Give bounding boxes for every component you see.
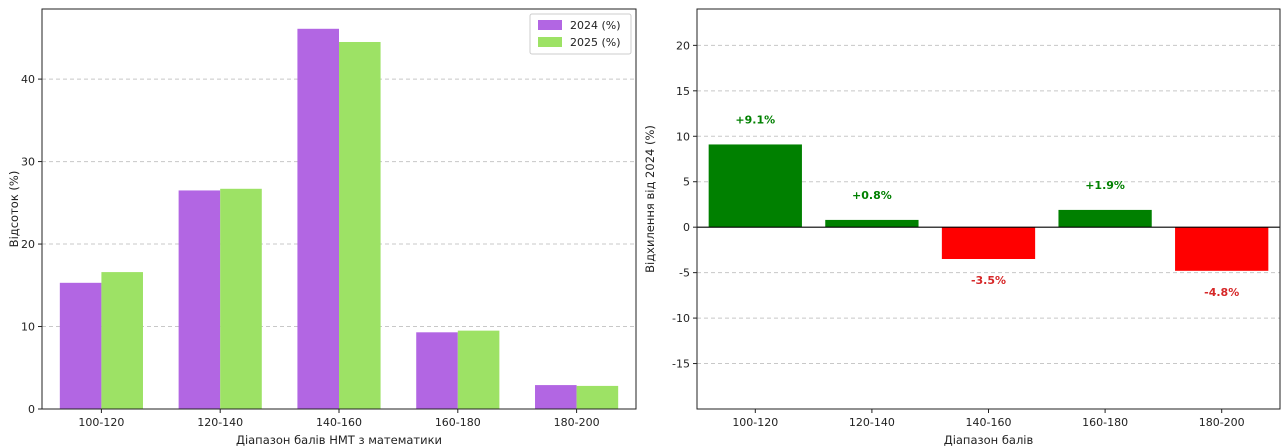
chart-right-deviation: -15 -10 -5 0 5 10 15 20 +9.1% +0.8% -3.5% +1.9% -4.8… [643,8,1281,447]
x-tick-label: 160-180 [435,416,481,429]
y-tick-label: 15 [676,85,690,98]
y-tick-label: 40 [21,73,35,86]
x-tick-label: 100-120 [78,416,124,429]
y-tick-label: 30 [21,156,35,169]
deviation-bar-140-160 [941,227,1036,259]
plot-frame [696,8,1281,410]
x-tick-label: 180-200 [554,416,600,429]
data-label-140-160: -3.5% [971,274,1006,287]
legend-entry-1: 2025 (%) [570,36,621,49]
x-tick-label: 120-140 [197,416,243,429]
x-tick-label: 120-140 [849,416,895,429]
bar-2024-180-200 [535,385,577,409]
y-tick-label: 20 [676,39,690,52]
deviation-bar-180-200 [1175,227,1269,271]
y-tick-label: 20 [21,238,35,251]
bar-2024-100-120 [59,282,102,409]
bar-2025-120-140 [220,188,262,409]
x-axis-label: Діапазон балів НМТ з математики [236,433,442,447]
data-label-180-200: -4.8% [1204,286,1239,299]
y-axis-label: Відсоток (%) [7,171,21,248]
legend-entry-0: 2024 (%) [570,19,621,32]
data-label-120-140: +0.8% [852,189,892,202]
deviation-bar-120-140 [825,219,919,228]
bar-2025-100-120 [101,272,143,409]
legend-swatch-1 [538,37,562,47]
y-tick-label: 10 [676,130,690,143]
y-tick-label: -10 [672,312,690,325]
y-tick-label: 0 [683,221,690,234]
bar-2025-160-180 [457,330,500,409]
x-axis-label: Діапазон балів [944,433,1034,447]
x-tick-label: 140-160 [966,416,1012,429]
deviation-bar-160-180 [1058,209,1152,228]
bar-2024-120-140 [178,190,221,409]
legend-swatch-0 [538,20,562,30]
bar-2024-140-160 [297,28,339,409]
y-tick-label: -5 [679,267,690,280]
y-tick-label: -15 [672,358,690,371]
x-tick-label: 140-160 [316,416,362,429]
bar-2024-160-180 [416,332,458,409]
y-tick-label: 5 [683,176,690,189]
deviation-bar-100-120 [708,144,802,228]
y-axis-label: Відхилення від 2024 (%) [643,125,657,273]
x-tick-label: 180-200 [1199,416,1245,429]
bar-2025-140-160 [339,41,381,410]
y-tick-label: 10 [21,321,35,334]
x-tick-label: 100-120 [732,416,778,429]
plot-frame [41,8,637,410]
bar-2025-180-200 [576,385,619,409]
chart-left-distribution: 0 10 20 30 40 100-120 120-140 140-160 160-180 180… [7,8,637,447]
y-tick-label: 0 [28,403,35,416]
x-tick-label: 160-180 [1082,416,1128,429]
data-label-100-120: +9.1% [735,113,775,126]
data-label-160-180: +1.9% [1085,179,1125,192]
